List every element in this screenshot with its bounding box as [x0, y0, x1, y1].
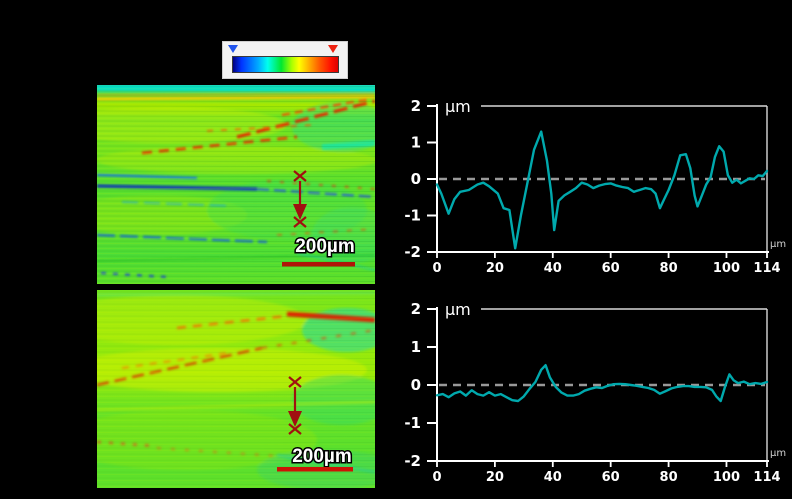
profile-chart-bottom-plot: 2 1 0 -1 -2 0 20 40 60 80 100 114 µm µm — [404, 300, 786, 485]
y-tick-label: 1 — [411, 338, 421, 356]
scale-bar-label: 200µm — [295, 236, 355, 257]
x-tick-label: 80 — [660, 470, 678, 485]
x-unit-label: µm — [770, 239, 786, 250]
y-tick-label: -2 — [404, 243, 421, 261]
profile-chart-top: 2 1 0 -1 -2 0 20 40 60 80 100 114 µm µm — [380, 90, 792, 286]
y-tick-label: -2 — [404, 452, 421, 470]
profile-chart-bottom: 2 1 0 -1 -2 0 20 40 60 80 100 114 µm µm — [380, 294, 792, 490]
min-level-marker-icon[interactable] — [228, 45, 238, 53]
surface-map-top-image: 200µm — [97, 85, 375, 284]
x-unit-label: µm — [770, 448, 786, 459]
measurement-arrow — [288, 376, 302, 435]
scale-bar — [277, 467, 353, 472]
x-tick-label: 80 — [660, 261, 678, 276]
profile-curve — [435, 363, 769, 403]
profile-curve — [435, 130, 769, 250]
x-tick-label: 60 — [602, 261, 620, 276]
scratch-texture — [97, 290, 375, 488]
x-tick-label: 100 — [713, 261, 740, 276]
y-tick-label: 2 — [411, 300, 421, 318]
profile-chart-top-plot: 2 1 0 -1 -2 0 20 40 60 80 100 114 µm µm — [404, 97, 786, 276]
y-tick-label: 0 — [411, 376, 421, 394]
y-unit-label: µm — [445, 97, 471, 116]
x-tick-label: 100 — [713, 470, 740, 485]
y-tick-label: 0 — [411, 170, 421, 188]
x-tick-label: 114 — [753, 261, 780, 276]
y-tick-label: -1 — [404, 414, 421, 432]
x-tick-label: 0 — [432, 261, 441, 276]
max-level-marker-icon[interactable] — [328, 45, 338, 53]
measurement-arrow — [293, 170, 307, 228]
y-unit-label: µm — [445, 300, 471, 319]
x-tick-label: 0 — [432, 470, 441, 485]
x-tick-label: 20 — [486, 261, 504, 276]
x-tick-label: 114 — [753, 470, 780, 485]
surface-map-bottom-image: 200µm — [97, 290, 375, 488]
color-gradient-strip — [232, 56, 339, 73]
y-tick-label: 1 — [411, 134, 421, 152]
y-tick-label: -1 — [404, 207, 421, 225]
x-tick-label: 60 — [602, 470, 620, 485]
color-scale-bar — [222, 41, 348, 79]
x-tick-label: 40 — [544, 261, 562, 276]
surface-map-top: 200µm — [97, 85, 375, 284]
scale-bar — [282, 262, 355, 267]
x-tick-label: 40 — [544, 470, 562, 485]
scale-bar-label: 200µm — [292, 446, 352, 467]
y-tick-label: 2 — [411, 97, 421, 115]
surface-map-bottom: 200µm — [97, 290, 375, 488]
scratch-texture — [97, 85, 375, 284]
x-tick-label: 20 — [486, 470, 504, 485]
